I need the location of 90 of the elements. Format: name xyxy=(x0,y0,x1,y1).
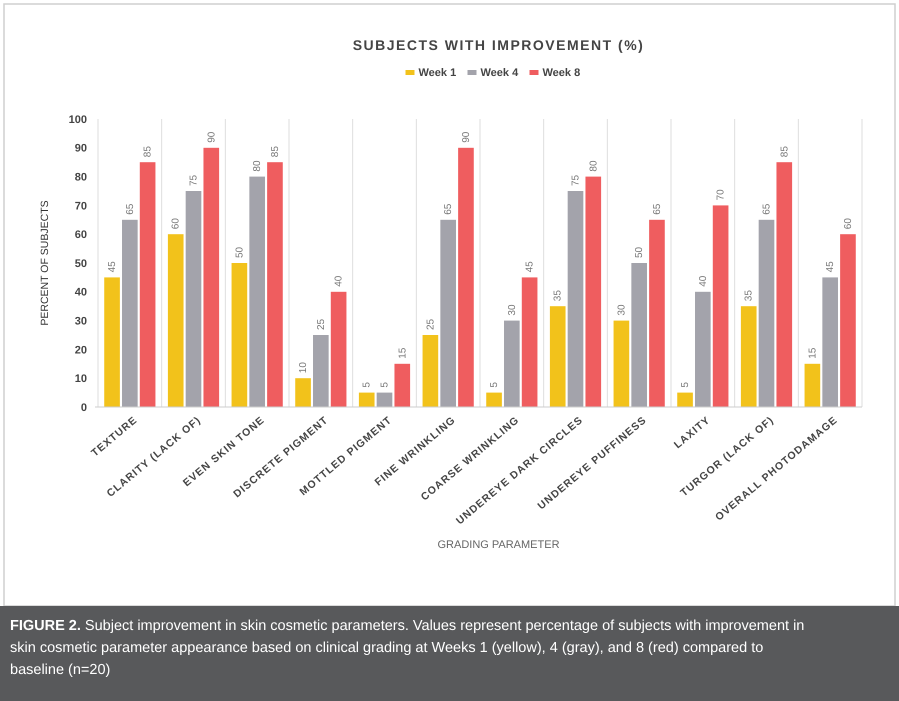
bar xyxy=(486,392,502,407)
y-tick-label: 80 xyxy=(74,171,87,184)
bar xyxy=(550,306,566,407)
data-label: 25 xyxy=(316,318,327,330)
bar xyxy=(712,205,728,407)
data-label: 90 xyxy=(460,131,472,143)
y-tick-label: 100 xyxy=(68,114,87,126)
bar xyxy=(758,220,774,407)
bar xyxy=(822,277,838,407)
bar xyxy=(376,392,392,407)
bar xyxy=(568,191,584,407)
bar xyxy=(458,148,474,407)
data-label: 65 xyxy=(762,203,772,215)
bar xyxy=(776,162,792,407)
bar xyxy=(440,220,456,407)
bar xyxy=(203,148,220,407)
data-label: 15 xyxy=(807,347,818,359)
bar xyxy=(140,162,156,407)
bar xyxy=(804,364,820,407)
bar xyxy=(422,335,438,407)
x-axis-title: GRADING PARAMETER xyxy=(437,539,560,551)
data-label: 80 xyxy=(252,160,264,172)
data-label: 10 xyxy=(298,362,310,374)
bar xyxy=(186,191,202,407)
bar xyxy=(740,306,757,407)
data-label: 90 xyxy=(206,131,218,143)
bar xyxy=(122,220,138,407)
bar xyxy=(840,234,856,407)
data-label: 85 xyxy=(142,146,154,158)
data-label: 80 xyxy=(588,160,600,172)
data-label: 50 xyxy=(634,246,646,258)
data-label: 35 xyxy=(744,290,755,302)
data-label: 5 xyxy=(680,382,692,388)
y-tick-label: 10 xyxy=(74,373,87,386)
y-tick-label: 40 xyxy=(74,286,87,299)
data-label: 5 xyxy=(362,382,373,388)
data-label: 35 xyxy=(552,290,564,302)
bar xyxy=(585,176,602,407)
bar xyxy=(104,277,120,407)
data-label: 85 xyxy=(270,146,281,158)
legend-label: Week 1 xyxy=(418,67,456,79)
data-label: 65 xyxy=(652,203,663,215)
data-label: 45 xyxy=(524,260,536,272)
y-tick-label: 30 xyxy=(74,315,87,328)
bar xyxy=(313,335,329,407)
bar xyxy=(522,277,538,407)
y-tick-label: 0 xyxy=(80,402,87,414)
bar xyxy=(232,263,248,407)
bar xyxy=(295,378,311,407)
bar xyxy=(614,320,630,407)
bar xyxy=(677,392,693,407)
y-tick-label: 60 xyxy=(74,229,87,242)
bar xyxy=(358,392,375,407)
y-tick-label: 50 xyxy=(74,258,87,270)
data-label: 5 xyxy=(380,382,390,388)
data-label: 65 xyxy=(124,203,136,215)
data-label: 45 xyxy=(825,260,836,272)
bar xyxy=(649,220,665,407)
data-label: 40 xyxy=(334,275,345,287)
data-label: 5 xyxy=(489,382,500,388)
data-label: 60 xyxy=(170,218,182,230)
data-label: 45 xyxy=(107,260,118,272)
y-tick-label: 70 xyxy=(74,200,87,212)
bar xyxy=(695,292,711,407)
legend-label: Week 4 xyxy=(480,67,520,79)
chart-title: SUBJECTS WITH IMPROVEMENT (%) xyxy=(352,37,644,53)
bar xyxy=(394,364,410,407)
bar xyxy=(504,320,520,407)
data-label: 25 xyxy=(425,318,436,330)
y-tick-label: 20 xyxy=(74,344,87,356)
bar xyxy=(631,263,647,407)
data-label: 75 xyxy=(570,174,582,186)
bar xyxy=(168,234,184,407)
data-label: 60 xyxy=(842,218,854,230)
bar xyxy=(330,292,346,407)
data-label: 30 xyxy=(616,304,628,316)
data-label: 65 xyxy=(443,203,454,215)
data-label: 85 xyxy=(779,146,790,158)
data-label: 70 xyxy=(716,188,727,200)
data-label: 40 xyxy=(698,275,709,287)
legend-label: Week 8 xyxy=(542,67,580,79)
data-label: 15 xyxy=(397,347,408,359)
caption: FIGURE 2. Subject improvement in skin cosmetic parameters. Values represent percentage of subjects with improvement in skin cosmetic parameter appearance based on clinical grading at Weeks 1 (yellow), 4 (gray), and 8 (red) compared to baseline (n=20) xyxy=(10,618,804,678)
y-axis-title: PERCENT OF SUBJECTS xyxy=(39,200,51,326)
data-label: 30 xyxy=(506,304,518,316)
data-label: 50 xyxy=(234,246,246,258)
data-label: 75 xyxy=(188,174,200,186)
bar xyxy=(267,162,283,407)
bar xyxy=(249,176,265,407)
y-tick-label: 90 xyxy=(74,142,87,155)
